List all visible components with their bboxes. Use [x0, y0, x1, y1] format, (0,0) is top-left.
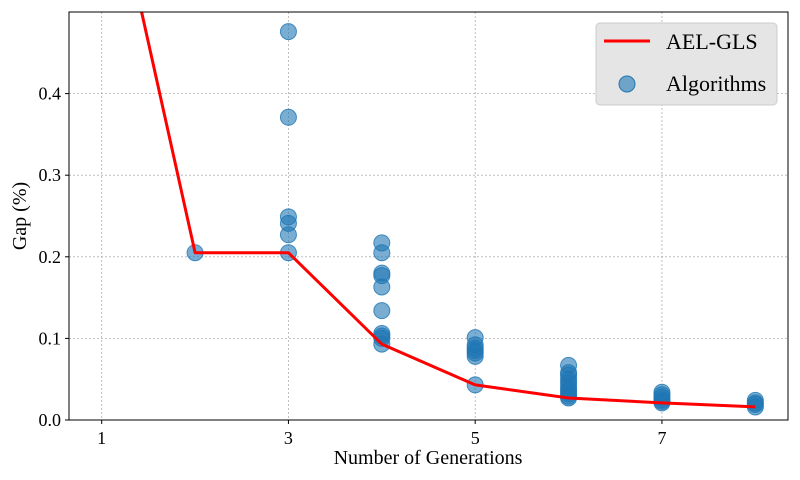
y-axis-label: Gap (%) [9, 182, 31, 250]
series-layer [140, 12, 764, 416]
legend: AEL-GLS Algorithms [595, 22, 778, 106]
algorithm-point [373, 244, 391, 262]
algorithm-point [279, 23, 297, 41]
algorithm-point [373, 278, 391, 296]
x-tick-label: 1 [97, 428, 106, 448]
x-tick-label: 5 [471, 428, 480, 448]
ael-gls-line [140, 12, 756, 409]
legend-label-algorithms: Algorithms [666, 71, 766, 96]
legend-marker-swatch [618, 75, 636, 93]
y-tick-label: 0.3 [39, 165, 62, 185]
x-axis-label: Number of Generations [334, 447, 523, 469]
x-tick-label: 3 [284, 428, 293, 448]
algorithm-point [466, 347, 484, 365]
y-tick-label: 0.1 [39, 328, 62, 348]
y-tick-label: 0.4 [39, 84, 62, 104]
y-tick-label: 0.2 [39, 247, 62, 267]
legend-label-ael-gls: AEL-GLS [666, 29, 758, 54]
algorithm-point [279, 226, 297, 244]
plot-frame [68, 11, 789, 421]
ticks: 1 3 5 7 0.0 0.1 0.2 0.3 0.4 [39, 84, 667, 448]
algorithm-point [279, 108, 297, 126]
algorithm-point [373, 302, 391, 320]
x-tick-label: 7 [657, 428, 666, 448]
y-tick-label: 0.0 [39, 410, 62, 430]
legend-box [595, 22, 778, 106]
